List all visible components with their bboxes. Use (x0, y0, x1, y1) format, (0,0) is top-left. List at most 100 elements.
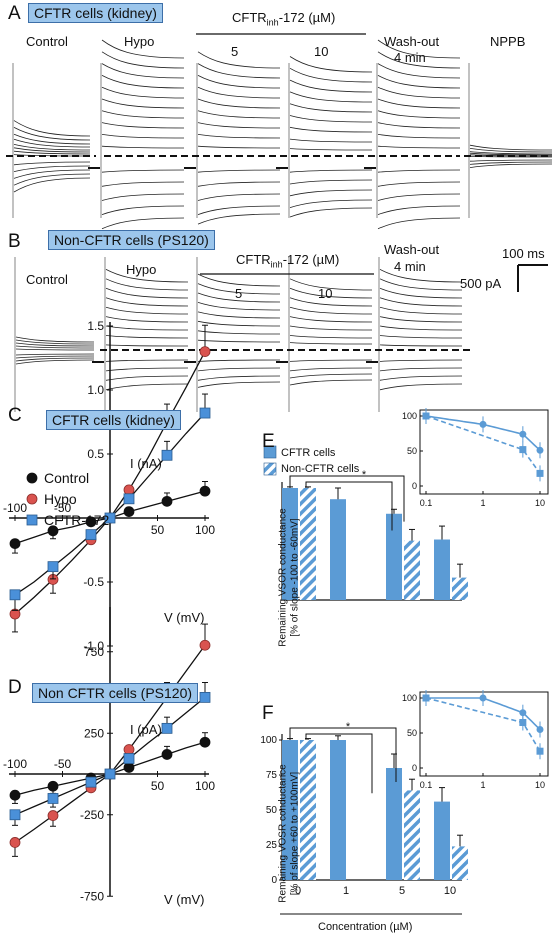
panel-f-x-tick-label: 10 (444, 885, 456, 897)
panel-a-nppb-current-trace (469, 159, 553, 162)
panel-e-bar-cftr (282, 488, 298, 600)
panel-c-point (9, 589, 21, 601)
panel-b-control-current-trace (15, 359, 95, 365)
panel-f-inset-x-tick-label: 0.1 (420, 780, 433, 790)
panel-a-hypo-label: Hypo (124, 34, 155, 49)
panel-b-hypo-current-trace (105, 325, 189, 331)
panel-a-hypo-current-trace (101, 110, 185, 119)
panel-e-bar-noncftr (300, 488, 316, 600)
panel-a-10um-current-trace (289, 79, 373, 93)
panel-b-washout-current-trace (379, 367, 463, 372)
panel-a-hypo-current-trace (101, 205, 185, 215)
panel-c-legend-marker (26, 472, 38, 484)
panel-b-scale-current: 500 pA (460, 276, 502, 291)
panel-e-inset-point (536, 469, 544, 477)
panel-a-hypo-current-trace (101, 39, 185, 59)
panel-b-control-trace-group (14, 257, 95, 412)
panel-a-hypo-current-trace (101, 217, 185, 230)
panel-c-legend-label: Hypo (44, 491, 77, 507)
panel-d-x-tick-label: -100 (3, 757, 27, 771)
panel-f-bar-cftr (330, 740, 346, 880)
panel-a-control-current-trace (13, 147, 91, 153)
panel-a-washout-time: 4 min (394, 50, 426, 65)
panel-e-inset-point (536, 446, 544, 454)
panel-b-washout-current-trace (379, 297, 463, 307)
panel-f-significance-bracket-2 (305, 733, 373, 794)
panel-a-washout-current-trace (377, 63, 461, 79)
panel-b-washout-current-trace (379, 325, 463, 331)
panel-a-control-current-trace (13, 120, 91, 137)
panel-a-10um-current-trace (289, 91, 373, 103)
panel-b-washout-time: 4 min (394, 259, 426, 274)
panel-a-control-current-trace (13, 173, 91, 186)
panel-a-washout-current-trace (377, 86, 461, 99)
panel-a-hypo-current-trace (101, 75, 185, 89)
panel-b-10um-current-trace (289, 342, 373, 345)
panel-b-control-current-trace (15, 348, 95, 351)
panel-f-bar-cftr (434, 801, 450, 880)
panel-d-x-tick-label: -50 (54, 757, 72, 771)
panel-b-hypo-current-trace (105, 344, 189, 347)
panel-f-inset-point (519, 719, 527, 726)
panel-b-washout-current-trace (379, 359, 463, 362)
panel-a-10um-current-trace (289, 189, 373, 197)
panel-f-significance-bracket (289, 727, 397, 782)
panel-b-washout-current-trace (379, 316, 463, 323)
panel-b-hypo-current-trace (105, 278, 189, 291)
panel-b-5um-current-trace (197, 292, 281, 303)
panel-b-10um-current-trace (289, 325, 373, 331)
panel-c-legend-marker (26, 514, 38, 526)
panel-e-legend-swatch-cftr (263, 445, 277, 459)
panel-b-washout-trace-group (366, 257, 463, 412)
panel-f-inset-point (519, 709, 527, 717)
panel-f-xlabel: Concentration (µM) (318, 921, 413, 933)
panel-b-drug-suffix: -172 (µM) (282, 252, 340, 267)
panel-a-washout-current-trace (377, 39, 461, 59)
panel-b-hypo-current-trace (105, 335, 189, 339)
panel-e-bar-cftr (434, 539, 450, 600)
panel-a-washout-current-trace (377, 122, 461, 129)
panel-d-point (47, 793, 59, 804)
panel-a-nppb-current-trace (469, 144, 553, 151)
panel-b-conc-10: 10 (318, 286, 333, 301)
panel-b-hypo-current-trace (105, 383, 189, 391)
panel-d-point (161, 749, 173, 760)
panel-b-10um-current-trace (289, 379, 373, 386)
panel-b-washout-current-trace (379, 383, 463, 391)
panel-f-bar-noncftr (452, 846, 468, 880)
panel-b-hypo-current-trace (105, 359, 189, 362)
panel-b-hypo-current-trace (105, 297, 189, 307)
panel-a-drug-suffix: -172 (µM) (278, 10, 336, 25)
panel-f-bar-cftr (386, 768, 402, 880)
panel-a-5um-current-trace (197, 205, 281, 215)
panel-d-y-tick-label: -750 (80, 889, 104, 903)
panel-a-10um-current-trace (289, 103, 373, 113)
panel-f-x-tick-label: 1 (343, 885, 349, 897)
panel-c-x-tick-label: -50 (54, 501, 72, 515)
panel-a-washout-current-trace (377, 181, 461, 187)
panel-e-significance-star: * (362, 469, 367, 481)
panel-d-point (123, 753, 135, 764)
panel-b-control-current-trace (15, 357, 95, 362)
panel-a-5um-current-trace (197, 145, 281, 149)
panel-e-inset-point (479, 420, 487, 428)
panel-c-x-tick-label: 100 (195, 523, 215, 537)
panel-a-hypo-trace-group (88, 39, 185, 230)
panel-a-5um-current-trace (197, 110, 281, 119)
panel-c-legend-label: CFTR-172 (44, 512, 110, 528)
panel-f-y-tick-label: 100 (260, 735, 277, 746)
panel-b-10um-current-trace (289, 287, 373, 299)
panel-a-conc-10: 10 (314, 44, 329, 59)
panel-f-inset-frame (419, 691, 549, 777)
panel-b-5um-current-trace (197, 375, 281, 381)
panel-f-bar-noncftr (404, 790, 420, 880)
panel-a-5um-current-trace (197, 63, 281, 79)
panel-b-hypo-current-trace (105, 367, 189, 372)
panel-b-drug-main: CFTR (236, 252, 271, 267)
panel-d-x-tick-label: 50 (151, 779, 165, 793)
panel-b-control-current-trace (15, 339, 95, 345)
panel-letter-e: E (262, 431, 275, 452)
panel-b-control-current-trace (15, 345, 95, 349)
